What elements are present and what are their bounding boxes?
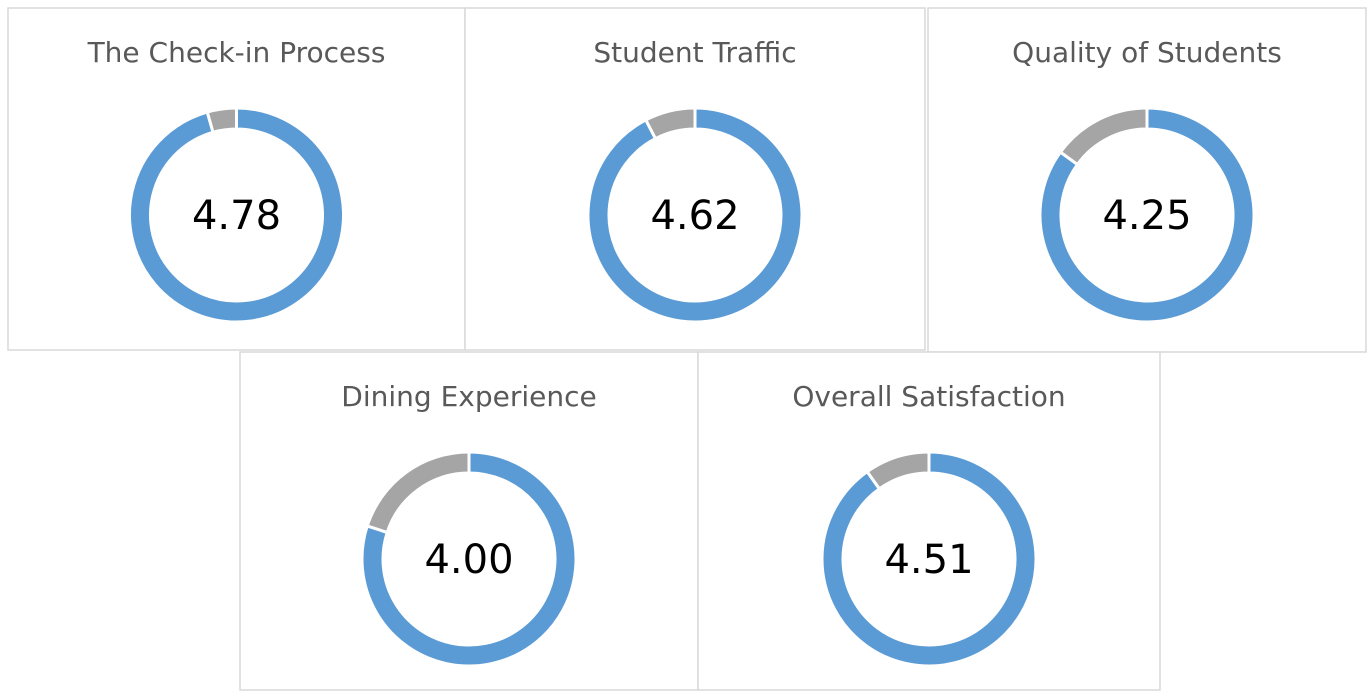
donut-remainder	[365, 450, 471, 535]
chart-title: Quality of Students	[1012, 36, 1282, 69]
chart-title: Dining Experience	[341, 380, 596, 413]
donut-segment	[128, 106, 345, 324]
donut-value-label: 4.00	[424, 537, 513, 583]
donut-value-label: 4.78	[192, 193, 281, 239]
donut-remainder	[1058, 106, 1149, 167]
donut-value-label: 4.62	[650, 193, 739, 239]
donut-value-label: 4.51	[884, 537, 973, 583]
chart-title: Overall Satisfaction	[792, 380, 1065, 413]
donut-remainder	[865, 450, 931, 491]
donut-segment	[820, 450, 1038, 668]
chart-frame	[927, 7, 1367, 353]
donut-segment	[1038, 106, 1256, 324]
chart-frame	[239, 351, 699, 691]
donut-segment	[586, 106, 804, 324]
chart-title: Student Traffic	[593, 36, 796, 69]
chart-frame	[7, 7, 466, 351]
chart-frame	[697, 351, 1161, 691]
donut-value-label: 4.25	[1102, 193, 1191, 239]
chart-title: The Check-in Process	[87, 36, 386, 69]
donut-segment	[360, 450, 578, 668]
chart-frame	[464, 7, 926, 351]
donut-remainder	[205, 106, 238, 135]
donut-remainder	[643, 106, 697, 141]
